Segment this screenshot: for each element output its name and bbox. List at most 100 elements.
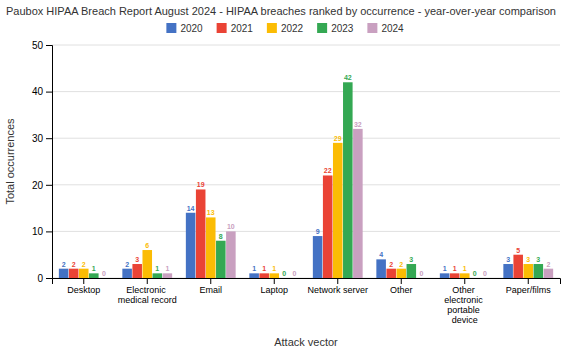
bar [353, 129, 363, 278]
bar [153, 273, 163, 278]
bar [460, 273, 470, 278]
x-tick: Other electronic portable device [444, 278, 485, 325]
legend-item: 2023 [317, 23, 354, 34]
bar [269, 273, 279, 278]
grid-line [52, 231, 560, 232]
bar [132, 264, 142, 278]
y-tick-mark [46, 138, 52, 139]
data-label: 8 [219, 233, 223, 240]
x-tick-mark [274, 278, 275, 284]
text-line: Network server [307, 285, 368, 295]
y-tick-mark [46, 231, 52, 232]
x-tick-mark [83, 278, 84, 284]
x-tick-mark [401, 278, 402, 284]
grid-line [52, 45, 560, 46]
data-label: 1 [262, 265, 266, 272]
legend-label: 2021 [231, 23, 254, 34]
x-tick-label: Paper/films [506, 285, 552, 295]
bar [513, 255, 523, 278]
bar [186, 213, 196, 278]
data-label: 3 [409, 256, 413, 263]
text-line: Electronic [126, 285, 168, 295]
data-label: 0 [483, 270, 487, 277]
bar-series [163, 129, 554, 278]
text-line: Paper/films [506, 285, 552, 295]
data-label: 1 [252, 265, 256, 272]
legend-swatch [267, 23, 277, 33]
data-label: 3 [135, 256, 139, 263]
text-line: Email [199, 285, 222, 295]
bar [480, 278, 490, 279]
data-label: 1 [443, 265, 447, 272]
bar [163, 273, 173, 278]
data-label: 2 [125, 261, 129, 268]
bar [450, 273, 460, 278]
x-tick: Paper/films [506, 278, 552, 295]
data-label: 0 [419, 270, 423, 277]
bar [534, 264, 544, 278]
x-tick-mark [210, 278, 211, 284]
bar [503, 264, 513, 278]
data-label: 3 [526, 256, 530, 263]
text-line: electronic [444, 295, 485, 305]
data-label: 29 [334, 135, 342, 142]
text-line: Paubox HIPAA Breach Report August 2024 -… [6, 5, 556, 17]
y-tick: 50 [32, 40, 52, 51]
bar [376, 259, 386, 278]
data-label: 1 [92, 265, 96, 272]
data-label: 32 [354, 121, 362, 128]
data-label: 13 [207, 209, 215, 216]
y-tick: 30 [32, 133, 52, 144]
data-label: 4 [379, 251, 383, 258]
data-label: 0 [282, 270, 286, 277]
bar [343, 82, 353, 278]
y-tick-label: 30 [32, 133, 44, 144]
bar [313, 236, 323, 278]
bar-series [89, 82, 543, 278]
bar [79, 269, 89, 278]
data-label: 42 [344, 74, 352, 81]
y-tick-mark [46, 278, 52, 279]
bar [69, 269, 79, 278]
grid-line [52, 91, 560, 92]
bar [280, 278, 290, 279]
x-tick: Network server [307, 278, 368, 295]
data-label: 2 [389, 261, 393, 268]
y-tick: 40 [32, 86, 52, 97]
data-label: 0 [292, 270, 296, 277]
legend-item: 2021 [217, 23, 254, 34]
data-label: 3 [506, 256, 510, 263]
bar [89, 273, 99, 278]
data-label: 0 [102, 270, 106, 277]
text-line: Other [452, 285, 477, 295]
x-tick-label: Other [390, 285, 413, 295]
bar [333, 143, 343, 278]
text-line: Other [390, 285, 413, 295]
legend-label: 2022 [281, 23, 304, 34]
data-labels: 2214194132319122215261312921311804230301… [62, 74, 551, 277]
legend-swatch [217, 23, 227, 33]
y-axis: 01020304050 [32, 40, 53, 284]
bar [290, 278, 300, 279]
data-label: 1 [155, 265, 159, 272]
bar [206, 217, 216, 278]
data-label: 3 [536, 256, 540, 263]
data-label: 1 [272, 265, 276, 272]
grid [52, 45, 560, 278]
text-line: Laptop [260, 285, 288, 295]
x-tick: Electronic medical record [118, 278, 177, 305]
x-tick-label: Other electronic portable device [444, 285, 485, 325]
text-line: Desktop [67, 285, 100, 295]
y-tick: 0 [37, 273, 52, 284]
bar [323, 175, 333, 278]
x-tick-label: Electronic medical record [118, 285, 177, 305]
data-label: 1 [463, 265, 467, 272]
legend-label: 2023 [331, 23, 354, 34]
legend-label: 2020 [180, 23, 203, 34]
grid-line [52, 138, 560, 139]
bar-series [79, 143, 533, 278]
bar [226, 231, 236, 278]
x-tick-mark [337, 278, 338, 284]
x-tick-mark [147, 278, 148, 284]
x-axis-domain [53, 279, 561, 285]
